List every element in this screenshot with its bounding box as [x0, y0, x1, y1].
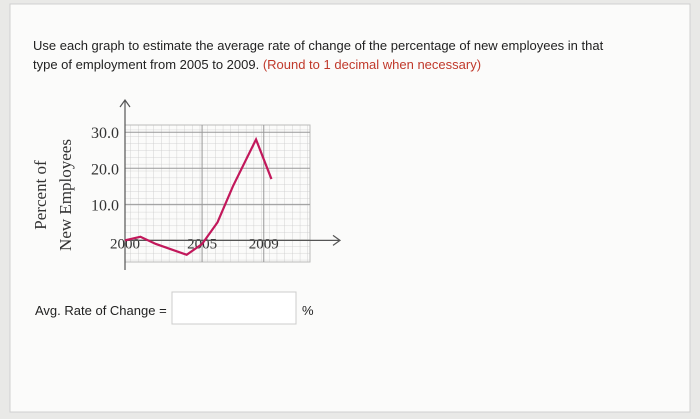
y-tick-label: 20.0 — [91, 161, 119, 178]
question-text: type of employment from 2005 to 2009. (R… — [33, 57, 481, 72]
grid-background — [124, 124, 311, 263]
question-text: type of employment from 2005 to 2009. — [33, 57, 259, 72]
x-axis — [125, 234, 342, 246]
x-tick-label: 2009 — [249, 236, 279, 252]
answer-label: Avg. Rate of Change = — [35, 303, 167, 318]
data-line — [124, 136, 273, 257]
card — [9, 3, 691, 413]
hint: (Round to 1 decimal when necessary) — [263, 57, 481, 72]
y-axis — [119, 98, 131, 270]
question-text: Use each graph to estimate the average r… — [33, 38, 604, 53]
unit: % — [302, 303, 314, 318]
answer-input[interactable] — [171, 291, 297, 325]
y-tick-label: 10.0 — [91, 197, 119, 214]
y-axis-title: New Employees — [56, 139, 75, 251]
y-axis-title: Percent of — [31, 160, 50, 230]
y-tick-label: 30.0 — [91, 125, 119, 142]
